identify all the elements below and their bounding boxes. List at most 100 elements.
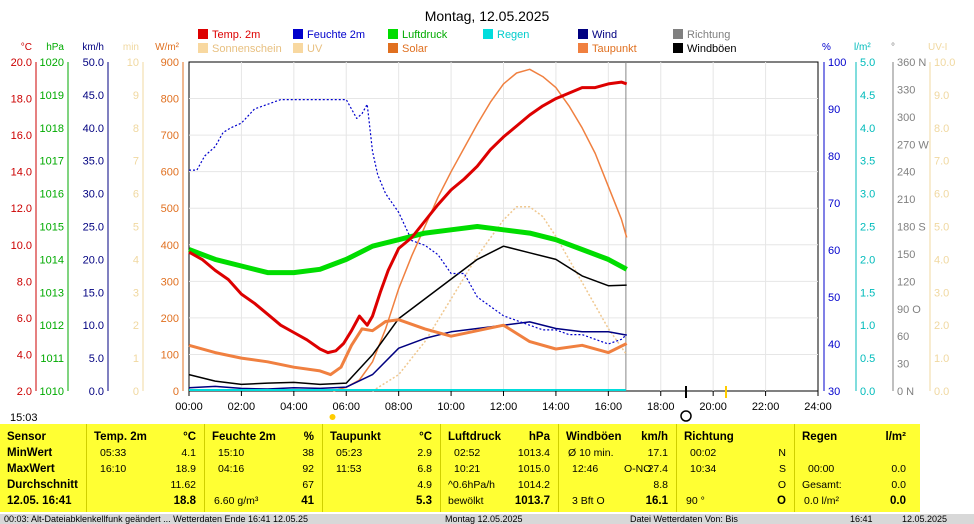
axis-unit-left: °C xyxy=(21,42,32,53)
axis-unit-left: km/h xyxy=(82,42,104,53)
x-tick-label: 04:00 xyxy=(280,401,308,413)
dewpoint-column: Taupunkt °C 05:23 2.9 11:53 6.8 4.9 5.3 xyxy=(322,424,441,512)
x-tick-label: 08:00 xyxy=(385,401,413,413)
direction-header: Richtung xyxy=(684,431,734,443)
axis-tick-left: 800 xyxy=(161,94,179,106)
axis-tick-right: 120 xyxy=(897,276,915,288)
axis-tick-left: 9 xyxy=(133,90,139,102)
axis-tick-right: 0.0 xyxy=(934,386,949,398)
humidity-absolute: 6.60 g/m³ xyxy=(214,495,259,507)
x-tick-label: 00:00 xyxy=(175,401,203,413)
x-tick-label: 12:00 xyxy=(490,401,518,413)
rain-now-label: 0.0 l/m² xyxy=(804,495,840,507)
axis-tick-left: 6.0 xyxy=(17,313,32,325)
legend-label: Regen xyxy=(497,29,529,41)
axis-tick-left: 4.0 xyxy=(17,349,32,361)
dewpoint-min-value: 2.9 xyxy=(417,447,432,459)
temp-header: Temp. 2m xyxy=(94,431,147,443)
rain-unit: l/m² xyxy=(885,431,906,443)
gust-max-direction: O-NO xyxy=(624,463,652,475)
x-tick-label: 20:00 xyxy=(699,401,727,413)
gust-column: Windböen km/h Ø 10 min. 17.1 12:46 O-NO … xyxy=(558,424,677,512)
dewpoint-max-time: 11:53 xyxy=(336,463,362,475)
status-right: Datei Wetterdaten Von: Bis xyxy=(630,514,738,524)
humidity-column: Feuchte 2m % 15:10 38 04:16 92 67 6.60 g… xyxy=(204,424,323,512)
gust-header: Windböen xyxy=(566,431,622,443)
pressure-header: Luftdruck xyxy=(448,431,502,443)
axis-tick-right: 180 S xyxy=(897,222,926,234)
axis-tick-left: 2.0 xyxy=(17,386,32,398)
series-wind xyxy=(188,321,627,390)
legend-swatch xyxy=(483,29,493,39)
series-windb-en xyxy=(188,245,627,386)
temp-max-value: 18.9 xyxy=(175,463,196,475)
legend-label: Taupunkt xyxy=(592,43,637,55)
axis-tick-left: 35.0 xyxy=(83,156,104,168)
axis-tick-right: 30 xyxy=(897,359,909,371)
axis-tick-right: 50 xyxy=(828,292,840,304)
axis-tick-left: 8 xyxy=(133,123,139,135)
axis-tick-left: 20.0 xyxy=(11,57,32,69)
axis-tick-left: 400 xyxy=(161,240,179,252)
axis-tick-right: 2.0 xyxy=(934,320,949,332)
axis-tick-left: 1020 xyxy=(40,57,64,69)
axis-tick-left: 40.0 xyxy=(83,123,104,135)
x-tick-label: 14:00 xyxy=(542,401,570,413)
status-mid: Montag 12.05.2025 xyxy=(445,514,523,524)
axis-tick-left: 2 xyxy=(133,320,139,332)
series-uv xyxy=(372,206,628,392)
axis-tick-right: 1.0 xyxy=(860,320,875,332)
axis-tick-left: 0 xyxy=(133,386,139,398)
status-bar: 00:03: Alt-Dateiabklenkellfunk geändert … xyxy=(0,514,974,524)
direction-now-value: O xyxy=(777,495,786,507)
dewpoint-min-time: 05:23 xyxy=(336,447,363,459)
x-tick-label: 02:00 xyxy=(228,401,256,413)
pressure-trend: ^0.6hPa/h xyxy=(448,479,495,491)
sensor-header: Sensor xyxy=(7,431,46,443)
axis-tick-right: 5.0 xyxy=(934,222,949,234)
x-tick-label: 22:00 xyxy=(752,401,780,413)
legend-swatch xyxy=(293,43,303,53)
direction-avg-value: O xyxy=(777,479,786,491)
axis-tick-right: 270 W xyxy=(897,139,929,151)
axis-tick-right: 8.0 xyxy=(934,123,949,135)
axis-tick-right: 70 xyxy=(828,198,840,210)
axis-unit-right: ° xyxy=(891,42,895,53)
axis-tick-right: 7.0 xyxy=(934,156,949,168)
axis-tick-left: 1010 xyxy=(40,386,64,398)
legend-swatch xyxy=(198,43,208,53)
axis-tick-left: 10 xyxy=(127,57,139,69)
axis-tick-right: 0 N xyxy=(897,386,914,398)
x-tick-label: 10:00 xyxy=(437,401,465,413)
axis-tick-left: 45.0 xyxy=(83,90,104,102)
axis-tick-right: 3.5 xyxy=(860,156,875,168)
legend-swatch xyxy=(578,29,588,39)
axis-tick-left: 20.0 xyxy=(83,254,104,266)
legend-swatch xyxy=(293,29,303,39)
temp-now-value: 18.8 xyxy=(173,495,196,507)
pressure-min-time: 02:52 xyxy=(454,447,481,459)
axis-tick-left: 700 xyxy=(161,130,179,142)
x-tick-label: 18:00 xyxy=(647,401,675,413)
axis-tick-right: 4.5 xyxy=(860,90,875,102)
axis-tick-right: 90 xyxy=(828,104,840,116)
x-tick-label: 24:00 xyxy=(804,401,832,413)
series-taupunkt xyxy=(188,318,628,377)
axis-tick-left: 18.0 xyxy=(11,94,32,106)
gust-max-value: 27.4 xyxy=(647,463,668,475)
pressure-forecast: bewölkt xyxy=(448,495,484,507)
humidity-avg-value: 67 xyxy=(302,479,314,491)
axis-tick-left: 16.0 xyxy=(11,130,32,142)
dewpoint-header: Taupunkt xyxy=(330,431,381,443)
series-solar xyxy=(332,68,628,392)
axis-tick-left: 5 xyxy=(133,222,139,234)
axis-tick-right: 2.5 xyxy=(860,222,875,234)
axis-tick-right: 80 xyxy=(828,151,840,163)
axis-unit-left: hPa xyxy=(46,42,64,53)
temp-avg-value: 11.62 xyxy=(170,479,197,491)
axis-tick-left: 6 xyxy=(133,189,139,201)
axis-tick-left: 1016 xyxy=(40,189,64,201)
gust-unit: km/h xyxy=(641,431,668,443)
axis-tick-left: 1017 xyxy=(40,156,64,168)
direction-column: Richtung 00:02 N 10:34 S O 90 ° O xyxy=(676,424,795,512)
